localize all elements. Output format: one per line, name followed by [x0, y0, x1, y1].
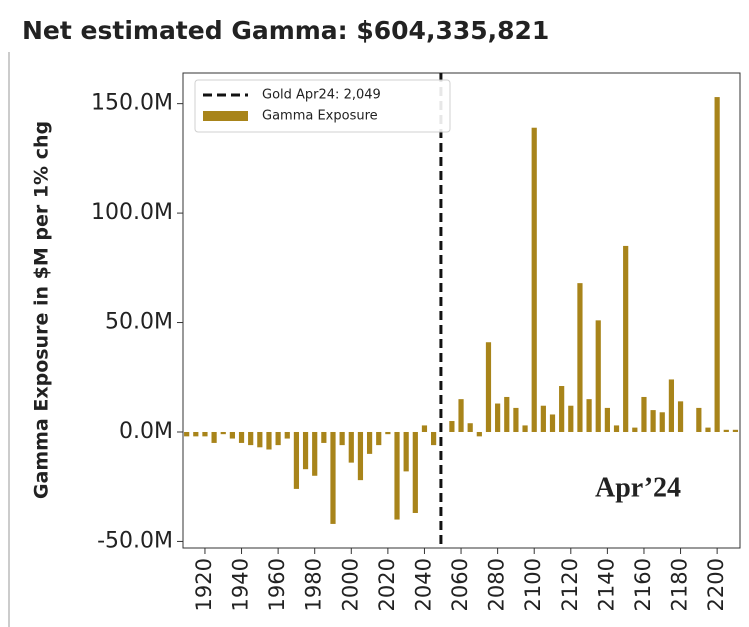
- x-tick-label: 1980: [302, 558, 326, 611]
- y-axis-label: Gamma Exposure in $M per 1% chg: [31, 121, 53, 499]
- y-tick-label: 100.0M: [91, 200, 173, 225]
- bar: [403, 431, 409, 472]
- bar: [613, 425, 620, 432]
- bar: [321, 431, 327, 443]
- x-tick-label: 2160: [631, 558, 655, 611]
- bar: [376, 431, 382, 446]
- bar: [540, 405, 546, 432]
- bar: [504, 396, 510, 432]
- legend-label: Gold Apr24: 2,049: [262, 88, 381, 103]
- bar: [522, 425, 528, 432]
- bar: [348, 431, 354, 463]
- bar: [668, 379, 675, 432]
- bar: [184, 431, 190, 437]
- bar: [604, 407, 610, 432]
- bar: [449, 421, 455, 432]
- bar: [431, 431, 437, 446]
- bar: [705, 427, 711, 432]
- legend-swatch: [203, 111, 248, 121]
- bar: [641, 396, 647, 432]
- annotation: Apr’24: [595, 472, 681, 503]
- bar: [495, 403, 501, 432]
- x-tick-label: 2140: [594, 558, 618, 611]
- y-tick-label: 0.0M: [119, 419, 173, 444]
- bar: [220, 431, 226, 435]
- bar: [284, 431, 290, 439]
- bar: [559, 386, 565, 432]
- bar: [394, 431, 400, 520]
- bar: [238, 431, 245, 443]
- bar: [385, 431, 391, 435]
- bar: [650, 410, 656, 432]
- bar: [229, 431, 235, 439]
- bar: [476, 431, 482, 437]
- bar: [723, 429, 729, 432]
- bar: [293, 431, 300, 489]
- x-tick-label: 2040: [411, 558, 435, 611]
- bar: [513, 407, 519, 432]
- bar: [248, 431, 254, 446]
- x-tick-label: 2100: [521, 558, 545, 611]
- y-tick-label: 50.0M: [105, 310, 173, 335]
- bar: [257, 431, 263, 448]
- bar: [211, 431, 217, 443]
- bar: [412, 431, 418, 513]
- x-tick-label: 2080: [485, 558, 509, 611]
- x-tick-label: 2000: [338, 558, 362, 611]
- bar: [586, 399, 592, 432]
- bar: [357, 431, 364, 481]
- bar: [193, 431, 199, 437]
- bar: [549, 414, 556, 432]
- bar: [623, 245, 629, 432]
- x-tick-label: 2180: [668, 558, 692, 611]
- bar: [339, 431, 345, 446]
- bar: [714, 97, 720, 432]
- bar: [366, 431, 373, 454]
- legend-label: Gamma Exposure: [262, 109, 378, 124]
- x-tick-label: 1960: [265, 558, 289, 611]
- legend-box: [194, 79, 451, 133]
- x-tick-label: 1920: [192, 558, 216, 611]
- bar: [202, 431, 208, 437]
- bar: [266, 431, 272, 450]
- bar: [531, 127, 537, 432]
- bar: [696, 407, 702, 432]
- bar: [302, 431, 309, 470]
- bar: [595, 320, 601, 432]
- x-tick-label: 2200: [704, 558, 728, 611]
- y-tick-label: -50.0M: [97, 528, 173, 553]
- bar: [312, 431, 318, 476]
- x-tick-label: 1940: [229, 558, 253, 611]
- bar: [485, 342, 492, 432]
- bar: [632, 427, 638, 432]
- bar: [421, 425, 428, 432]
- chart-title: Net estimated Gamma: $604,335,821: [22, 16, 549, 45]
- bar: [330, 431, 336, 524]
- bar: [568, 405, 574, 432]
- y-tick-label: 150.0M: [91, 91, 173, 116]
- bar: [677, 401, 684, 432]
- bar: [659, 412, 665, 432]
- bar: [275, 431, 281, 446]
- bar: [732, 429, 739, 432]
- x-tick-label: 2020: [375, 558, 399, 611]
- x-tick-label: 2060: [448, 558, 472, 611]
- bar: [577, 283, 583, 432]
- x-tick-label: 2120: [558, 558, 582, 611]
- bar: [458, 399, 464, 432]
- bar: [467, 423, 473, 432]
